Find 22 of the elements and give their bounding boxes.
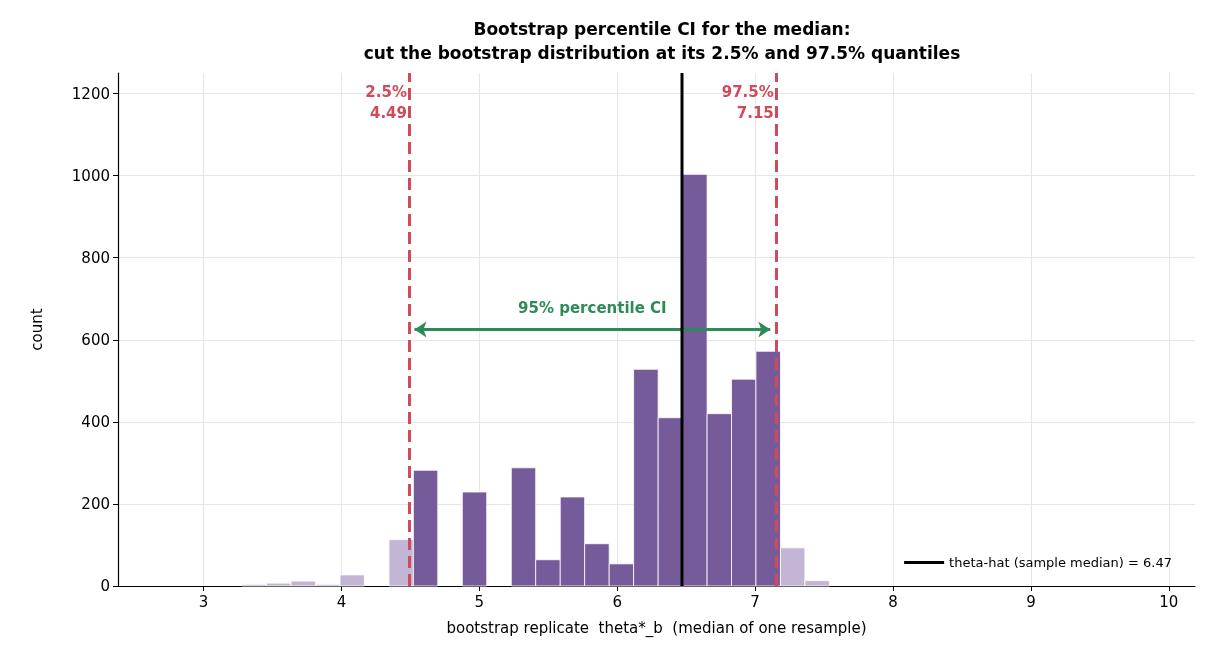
y-tick-label: 0 — [100, 577, 110, 595]
ref-line-label: 97.5% 7.15 — [721, 82, 774, 122]
ref-line-label: 2.5% 4.49 — [365, 82, 407, 122]
chart-title: Bootstrap percentile CI for the median: cut the bootstrap distribution at its 2.5% and 97.5% quantiles — [363, 19, 961, 63]
x-tick-label: 5 — [474, 592, 485, 611]
y-tick-label: 1200 — [71, 84, 110, 103]
y-tick-label: 1000 — [71, 166, 110, 185]
annotation: 95% percentile CI — [518, 299, 667, 317]
x-tick-label: 6 — [612, 592, 622, 611]
legend-label: theta-hat (sample median) = 6.47 — [949, 555, 1173, 570]
x-tick-label: 7 — [750, 592, 760, 611]
x-tick-label: 4 — [336, 592, 347, 611]
y-tick-label: 800 — [81, 248, 110, 267]
x-tick-label: 3 — [198, 592, 209, 611]
x-tick-label: 9 — [1026, 592, 1036, 611]
y-tick-label: 400 — [81, 412, 110, 431]
x-tick-label: 8 — [888, 592, 898, 611]
x-axis-title: bootstrap replicate theta*_b (median of one resample) — [446, 618, 867, 638]
y-tick-label: 200 — [81, 494, 110, 513]
y-axis-title: count — [27, 308, 46, 351]
y-tick-label: 600 — [81, 330, 110, 349]
x-tick-label: 10 — [1159, 592, 1179, 611]
